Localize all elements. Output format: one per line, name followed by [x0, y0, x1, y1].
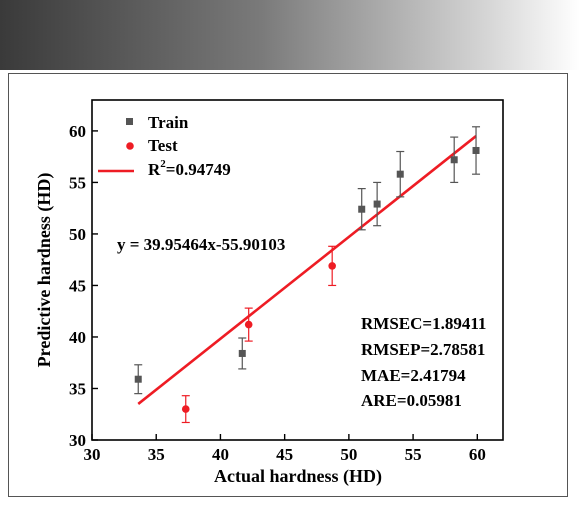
- x-tick-label: 60: [469, 445, 486, 464]
- legend-fit-r: R: [148, 160, 161, 179]
- y-tick-label: 60: [69, 122, 86, 141]
- y-tick-label: 50: [69, 225, 86, 244]
- train-marker: [396, 170, 404, 178]
- train-point: [134, 364, 143, 395]
- y-tick-label: 30: [69, 431, 86, 450]
- legend-train-label: Train: [148, 113, 189, 132]
- test-point: [328, 245, 337, 287]
- x-tick-label: 40: [212, 445, 229, 464]
- ticks-layer: 30 35 40 45 50 55 60 30 35 40 45 50 55 60: [69, 122, 486, 464]
- train-point: [373, 181, 382, 227]
- fit-line: [137, 135, 477, 405]
- test-marker: [328, 262, 336, 270]
- legend-test-marker: [126, 142, 134, 150]
- fit-equation: y = 39.95464x-55.90103: [117, 235, 285, 254]
- x-tick-label: 30: [84, 445, 101, 464]
- fit-line-layer: [137, 135, 477, 405]
- train-point: [396, 150, 405, 198]
- train-marker: [373, 200, 381, 208]
- train-marker: [472, 146, 480, 154]
- train-point: [357, 188, 366, 231]
- y-tick-label: 55: [69, 173, 86, 192]
- legend-train-marker: [126, 118, 133, 125]
- train-marker: [450, 156, 458, 164]
- x-tick-label: 45: [276, 445, 293, 464]
- legend: Train Test R2=0.94749: [98, 113, 231, 179]
- mae-label: MAE=2.41794: [361, 366, 466, 385]
- x-tick-label: 50: [340, 445, 357, 464]
- are-label: ARE=0.05981: [361, 391, 462, 410]
- legend-fit-sup: 2: [160, 158, 166, 170]
- y-tick-label: 35: [69, 379, 86, 398]
- train-point: [238, 337, 247, 370]
- x-axis-label: Actual hardness (HD): [214, 466, 382, 487]
- train-point: [450, 136, 459, 184]
- points-layer: [134, 126, 481, 424]
- test-point: [181, 395, 190, 424]
- test-marker: [181, 405, 190, 413]
- train-marker: [358, 205, 366, 213]
- train-marker: [238, 349, 246, 357]
- legend-fit-value: =0.94749: [166, 160, 231, 179]
- legend-fit-label: R2=0.94749: [148, 158, 231, 179]
- train-marker: [134, 375, 142, 383]
- x-tick-label: 35: [148, 445, 165, 464]
- legend-test-label: Test: [148, 136, 178, 155]
- rmsec-label: RMSEC=1.89411: [361, 314, 486, 333]
- y-tick-label: 40: [69, 328, 86, 347]
- plot-area: [91, 99, 504, 441]
- test-point: [244, 307, 253, 342]
- test-marker: [244, 320, 253, 329]
- x-tick-label: 55: [405, 445, 422, 464]
- y-tick-label: 45: [69, 276, 86, 295]
- y-axis-label: Predictive hardness (HD): [34, 173, 55, 368]
- header-band: [0, 0, 580, 70]
- train-point: [472, 126, 481, 175]
- rmsep-label: RMSEP=2.78581: [361, 340, 485, 359]
